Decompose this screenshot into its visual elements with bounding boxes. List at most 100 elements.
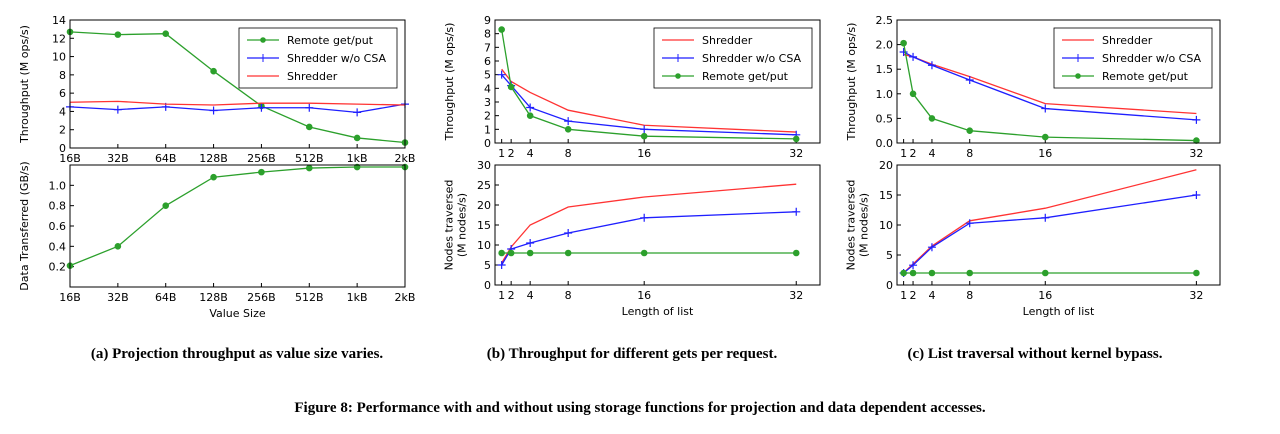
x-tick-label: 16	[637, 289, 651, 302]
y-axis-label: Nodes traversed	[845, 180, 858, 271]
y-tick-label: 0	[484, 137, 491, 150]
series-line	[501, 74, 797, 136]
marker	[640, 249, 648, 257]
marker	[927, 61, 936, 70]
series-line	[902, 43, 1197, 142]
legend-label: Shredder	[287, 70, 338, 83]
y-tick-label: 0	[484, 279, 491, 292]
marker	[353, 134, 361, 142]
figure-caption: Figure 8: Performance with and without u…	[294, 400, 985, 416]
series-line	[501, 183, 797, 264]
x-tick-label: 1	[498, 289, 505, 302]
x-tick-label: 16B	[59, 152, 81, 165]
y-axis-label: (M nodes/s)	[456, 193, 469, 257]
marker	[113, 105, 122, 114]
y-tick-label: 0.8	[49, 200, 67, 213]
legend-label: Shredder w/o CSA	[702, 52, 802, 65]
x-tick-label: 2	[508, 147, 515, 160]
x-axis-label: Length of list	[622, 305, 694, 318]
y-tick-label: 15	[477, 219, 491, 232]
marker	[909, 90, 917, 98]
marker	[257, 103, 266, 112]
x-tick-label: 512B	[295, 152, 324, 165]
marker	[162, 202, 170, 209]
y-tick-label: 0.2	[49, 261, 67, 274]
y-tick-label: 4	[484, 82, 491, 95]
marker	[792, 207, 801, 216]
y-tick-label: 0.6	[49, 220, 67, 233]
x-tick-label: 16	[1038, 289, 1052, 302]
y-tick-label: 1.0	[49, 179, 67, 192]
y-tick-label: 20	[879, 159, 893, 172]
y-tick-label: 5	[484, 259, 491, 272]
y-tick-label: 5	[886, 249, 893, 262]
y-tick-label: 10	[879, 219, 893, 232]
x-axis-label: Value Size	[209, 307, 266, 320]
x-tick-label: 32	[1189, 289, 1203, 302]
x-tick-label: 8	[966, 289, 973, 302]
marker	[900, 269, 907, 277]
legend-label: Shredder w/o CSA	[1102, 52, 1202, 65]
marker	[928, 115, 936, 122]
marker	[526, 112, 534, 119]
plot-frame	[69, 19, 406, 149]
x-tick-label: 16	[637, 147, 651, 160]
y-tick-label: 2.0	[876, 39, 894, 52]
marker	[1193, 269, 1200, 277]
x-tick-label: 4	[527, 289, 534, 302]
x-tick-label: 1	[498, 147, 505, 160]
legend-label: Remote get/put	[1102, 70, 1189, 83]
legend-marker	[674, 54, 682, 62]
x-tick-label: 16B	[59, 291, 81, 304]
legend-marker	[1075, 73, 1081, 79]
plot-frame	[896, 164, 1221, 286]
y-tick-label: 3	[484, 96, 491, 109]
series-line	[501, 211, 797, 266]
legend-label: Remote get/put	[287, 34, 374, 47]
x-tick-label: 32	[1189, 147, 1203, 160]
y-tick-label: 25	[477, 179, 491, 192]
marker	[640, 125, 649, 134]
marker	[792, 249, 800, 257]
y-tick-label: 5	[484, 69, 491, 82]
y-axis-label: (M nodes/s)	[858, 193, 871, 257]
x-tick-label: 32B	[107, 152, 129, 165]
y-tick-label: 15	[879, 189, 893, 202]
marker	[564, 117, 573, 126]
marker	[965, 76, 974, 85]
subcaption: (c) List traversal without kernel bypass…	[908, 346, 1163, 362]
marker	[114, 31, 122, 38]
y-tick-label: 1	[484, 123, 491, 136]
legend-label: Shredder	[702, 34, 753, 47]
y-tick-label: 8	[484, 28, 491, 41]
marker	[258, 168, 265, 176]
x-tick-label: 32	[789, 289, 803, 302]
marker	[966, 127, 974, 134]
y-tick-label: 1.0	[876, 88, 894, 101]
marker	[305, 164, 313, 172]
legend-label: Remote get/put	[702, 70, 789, 83]
subcaption: (b) Throughput for different gets per re…	[487, 346, 778, 362]
x-tick-label: 8	[966, 147, 973, 160]
y-tick-label: 6	[484, 55, 491, 68]
y-tick-label: 12	[52, 32, 66, 45]
y-tick-label: 0	[886, 279, 893, 292]
marker	[162, 30, 170, 38]
x-tick-label: 4	[928, 147, 935, 160]
marker	[564, 126, 572, 133]
y-axis-label: Throughput (M ops/s)	[845, 23, 858, 142]
x-tick-label: 512B	[295, 291, 324, 304]
x-tick-label: 4	[527, 147, 534, 160]
marker	[640, 213, 649, 222]
y-tick-label: 20	[477, 199, 491, 212]
marker	[507, 83, 515, 91]
y-tick-label: 14	[52, 14, 66, 27]
marker	[564, 229, 573, 237]
marker	[497, 261, 506, 269]
series-line	[69, 100, 406, 106]
subcaption: (a) Projection throughput as value size …	[91, 346, 384, 362]
y-axis-label: Data Transferred (GB/s)	[18, 161, 31, 290]
marker	[792, 135, 800, 143]
legend-marker	[259, 54, 267, 62]
marker	[210, 67, 217, 75]
